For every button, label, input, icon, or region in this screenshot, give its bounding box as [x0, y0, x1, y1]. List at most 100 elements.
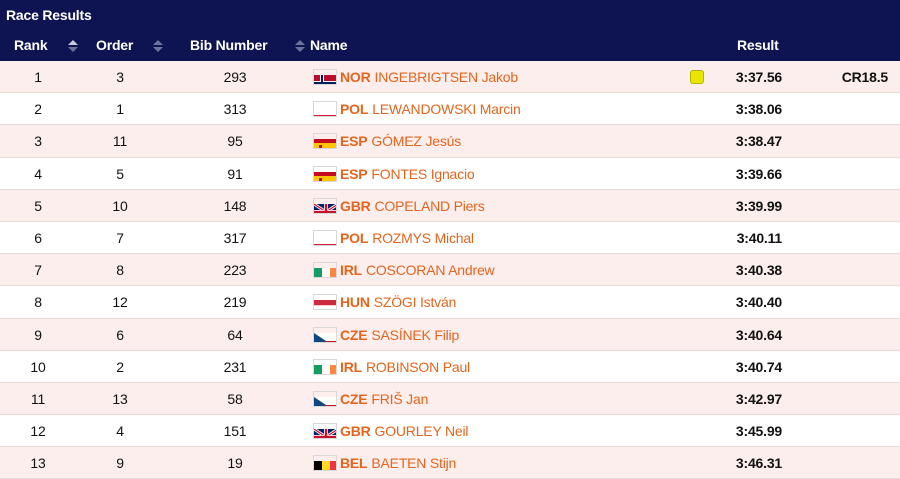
athlete-name[interactable]: ROZMYS Michal	[372, 229, 474, 246]
pol-flag-icon	[313, 229, 337, 246]
athlete-name-cell[interactable]: ESP FONTES Ignacio	[313, 158, 475, 190]
result-cell: 3:45.99	[735, 423, 782, 440]
table-row[interactable]: 3 11 95 ESP GÓMEZ Jesús 3:38.47	[0, 125, 900, 158]
record-cell	[820, 351, 888, 383]
table-row[interactable]: 7 8 223 IRL COSCORAN Andrew 3:40.38	[0, 254, 900, 287]
bib-cell: 313	[223, 101, 247, 118]
country-code: HUN	[340, 294, 370, 311]
record-cell	[820, 93, 888, 125]
athlete-name-cell[interactable]: CZE SASÍNEK Filip	[313, 319, 459, 351]
result-cell: 3:39.99	[735, 197, 782, 214]
athlete-name[interactable]: COPELAND Piers	[374, 197, 485, 214]
athlete-name[interactable]: GÓMEZ Jesús	[371, 133, 462, 150]
table-row[interactable]: 2 1 313 POL LEWANDOWSKI Marcin 3:38.06	[0, 93, 900, 126]
table-row[interactable]: 4 5 91 ESP FONTES Ignacio 3:39.66	[0, 157, 900, 190]
rank-cell: 12	[30, 423, 46, 440]
athlete-name[interactable]: INGEBRIGTSEN Jakob	[374, 69, 519, 85]
rank-cell: 7	[34, 262, 42, 279]
table-row[interactable]: 1 3 293 NOR INGEBRIGTSEN Jakob 3:37.56 C…	[0, 61, 900, 94]
athlete-name-cell[interactable]: NOR INGEBRIGTSEN Jakob	[313, 61, 518, 93]
order-cell: 12	[112, 294, 128, 311]
result-cell: 3:40.38	[735, 262, 782, 279]
athlete-name-cell[interactable]: POL ROZMYS Michal	[313, 222, 474, 254]
athlete-name-cell[interactable]: GBR GOURLEY Neil	[313, 415, 469, 447]
athlete-name[interactable]: GOURLEY Neil	[374, 423, 469, 440]
record-cell	[820, 254, 888, 286]
record-cell	[820, 158, 888, 190]
record-cell	[820, 447, 888, 479]
order-cell: 10	[112, 197, 128, 214]
country-code: IRL	[340, 358, 362, 375]
bib-cell: 95	[227, 133, 243, 150]
athlete-name[interactable]: BAETEN Stijn	[371, 455, 457, 472]
rank-cell: 6	[34, 229, 42, 246]
rank-cell: 9	[34, 326, 42, 343]
country-code: GBR	[340, 197, 371, 214]
record-cell	[820, 319, 888, 351]
athlete-name[interactable]: COSCORAN Andrew	[365, 262, 495, 279]
sort-icon[interactable]	[295, 39, 306, 52]
athlete-name[interactable]: FONTES Ignacio	[371, 165, 475, 182]
result-cell: 3:42.97	[735, 390, 782, 407]
table-row[interactable]: 6 7 317 POL ROZMYS Michal 3:40.11	[0, 221, 900, 255]
athlete-name-cell[interactable]: GBR COPELAND Piers	[313, 190, 485, 222]
athlete-name[interactable]: FRIŠ Jan	[371, 390, 429, 407]
table-row[interactable]: 5 10 148 GBR COPELAND Piers 3:39.99	[0, 189, 900, 222]
column-header-name: Name	[310, 30, 348, 61]
rank-cell: 13	[30, 455, 46, 472]
table-row[interactable]: 13 9 19 BEL BAETEN Stijn 3:46.31	[0, 447, 900, 479]
athlete-name[interactable]: SZÖGI István	[373, 294, 457, 311]
country-code: ESP	[340, 165, 368, 182]
athlete-name-cell[interactable]: IRL COSCORAN Andrew	[313, 254, 495, 286]
column-label-rank: Rank	[14, 37, 48, 53]
order-cell: 6	[116, 326, 124, 343]
rank-cell: 11	[30, 390, 46, 407]
rank-cell: 8	[34, 294, 42, 311]
bib-cell: 231	[223, 358, 247, 375]
rank-cell: 5	[34, 197, 42, 214]
column-label-order: Order	[96, 37, 134, 53]
athlete-name-cell[interactable]: IRL ROBINSON Paul	[313, 351, 470, 383]
country-code: POL	[340, 229, 369, 246]
result-cell: 3:39.66	[735, 165, 782, 182]
table-row[interactable]: 9 6 64 CZE SASÍNEK Filip 3:40.64	[0, 318, 900, 351]
bib-cell: 293	[223, 69, 247, 85]
athlete-name-cell[interactable]: POL LEWANDOWSKI Marcin	[313, 93, 521, 125]
table-row[interactable]: 11 13 58 CZE FRIŠ Jan 3:42.97	[0, 382, 900, 416]
sort-icon[interactable]	[153, 39, 164, 52]
athlete-name[interactable]: SASÍNEK Filip	[371, 326, 460, 343]
column-label-result: Result	[737, 37, 779, 53]
column-header-bib[interactable]: Bib Number	[190, 30, 306, 61]
order-cell: 13	[112, 390, 128, 407]
cze-flag-icon	[313, 390, 337, 407]
result-cell: 3:40.64	[735, 326, 782, 343]
athlete-name[interactable]: LEWANDOWSKI Marcin	[372, 101, 521, 118]
column-header-rank[interactable]: Rank	[14, 30, 79, 61]
result-cell: 3:40.11	[736, 229, 783, 246]
country-code: NOR	[340, 69, 371, 85]
athlete-name[interactable]: ROBINSON Paul	[365, 358, 470, 375]
record-cell	[820, 190, 888, 222]
esp-flag-icon	[313, 133, 337, 150]
record-cell	[820, 222, 888, 254]
sort-icon[interactable]	[68, 39, 79, 52]
order-cell: 2	[116, 358, 124, 375]
hun-flag-icon	[313, 294, 337, 311]
table-row[interactable]: 10 2 231 IRL ROBINSON Paul 3:40.74	[0, 350, 900, 383]
athlete-name-cell[interactable]: BEL BAETEN Stijn	[313, 447, 456, 479]
column-header-order[interactable]: Order	[96, 30, 164, 61]
bel-flag-icon	[313, 455, 337, 472]
athlete-name-cell[interactable]: HUN SZÖGI István	[313, 286, 456, 318]
bib-cell: 223	[223, 262, 247, 279]
order-cell: 4	[116, 423, 124, 440]
country-code: GBR	[340, 423, 371, 440]
country-code: POL	[340, 101, 369, 118]
order-cell: 11	[112, 133, 128, 150]
order-cell: 7	[116, 229, 124, 246]
table-row[interactable]: 8 12 219 HUN SZÖGI István 3:40.40	[0, 286, 900, 319]
athlete-name-cell[interactable]: CZE FRIŠ Jan	[313, 383, 428, 415]
athlete-name-cell[interactable]: ESP GÓMEZ Jesús	[313, 125, 461, 157]
table-row[interactable]: 12 4 151 GBR GOURLEY Neil 3:45.99	[0, 415, 900, 448]
rank-cell: 4	[34, 165, 42, 182]
